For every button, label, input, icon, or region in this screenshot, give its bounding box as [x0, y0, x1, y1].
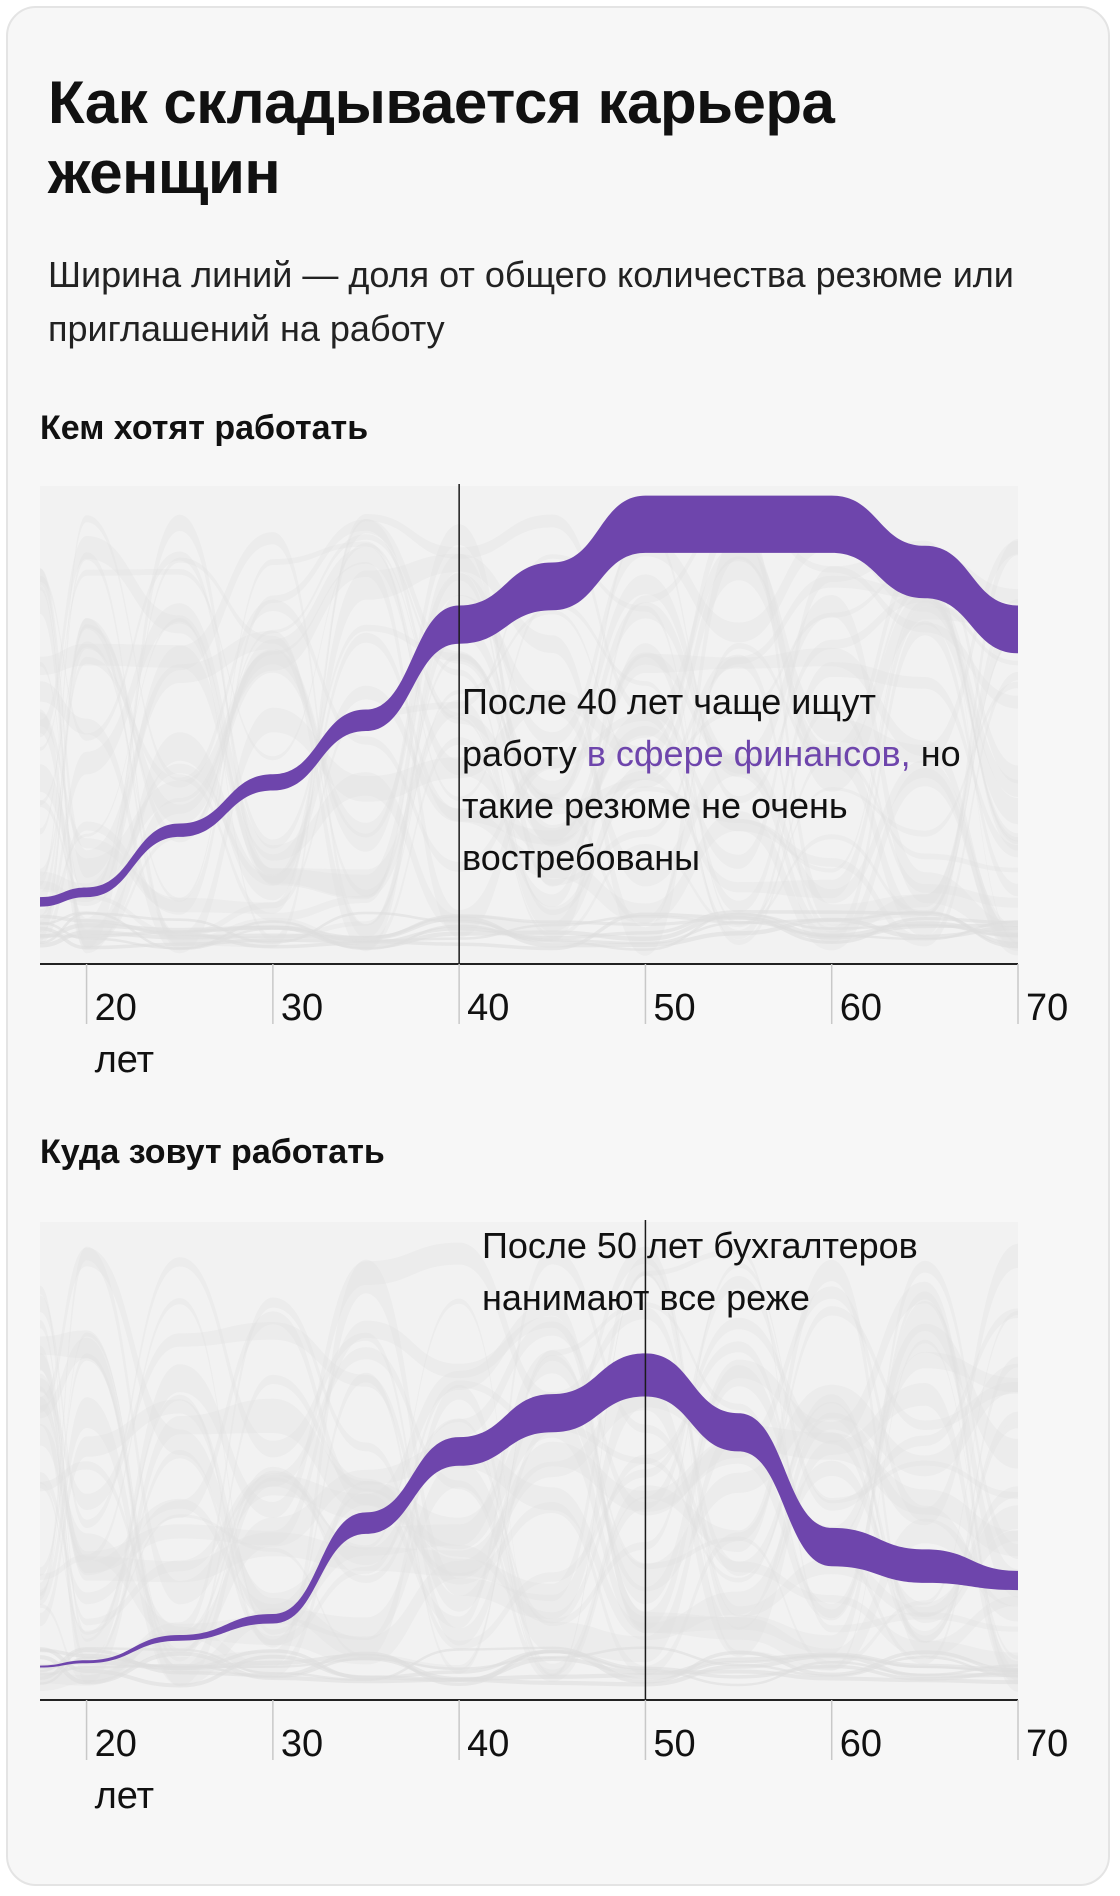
chart-want-svg: 20 лет 30 40 50 60 70	[39, 484, 1068, 1081]
x-tick-label: 30	[281, 987, 323, 1029]
background-stream	[39, 912, 1019, 951]
x-tick-label: 50	[653, 987, 695, 1029]
background-flow	[40, 1323, 1018, 1686]
background-stream	[39, 1648, 1019, 1687]
background-flow	[40, 1246, 1018, 1646]
background-flow	[40, 540, 1018, 906]
background-flow	[40, 1345, 1018, 1684]
plot-area	[40, 1222, 1018, 1700]
annotation-after-50: После 50 лет бухгалтеров нанимают все ре…	[482, 1225, 918, 1318]
background-flow	[40, 511, 1018, 954]
panel-title-want: Кем хотят работать	[40, 409, 369, 447]
background-flow	[40, 519, 1018, 944]
panel-title-invite: Куда зовут работать	[40, 1133, 385, 1171]
background-stream	[39, 913, 1019, 951]
background-stream	[39, 910, 1019, 949]
background-flow	[40, 562, 1018, 956]
background-flow	[40, 603, 1018, 942]
page-subtitle: Ширина линий — доля от общего количества…	[48, 254, 1014, 349]
page-title: Как складывается карьера женщин	[48, 69, 835, 206]
chart-invite-svg: 20 лет 30 40 50 60 70	[39, 1220, 1068, 1817]
annotation-after-40-highlight: в сфере финансов,	[586, 733, 911, 774]
x-tick-label: 60	[840, 987, 882, 1029]
x-unit-label: лет	[95, 1775, 154, 1817]
x-tick-label: 20	[95, 987, 137, 1029]
background-stream	[39, 914, 1019, 945]
highlight-series-band	[40, 1353, 1018, 1668]
annotation-after-40: После 40 лет чаще ищут работу в сфере фи…	[462, 676, 982, 884]
chart-want-to-work: 20 лет 30 40 50 60 70	[0, 480, 1120, 1081]
background-stream	[39, 1651, 1019, 1687]
background-flow	[40, 1353, 1018, 1684]
chart-invited-to-work: 20 лет 30 40 50 60 70	[0, 1216, 1120, 1817]
background-flow	[40, 541, 1018, 945]
x-tick-label: 40	[467, 987, 509, 1029]
x-tick-label: 70	[1026, 1723, 1068, 1765]
background-flow	[40, 599, 1018, 940]
plot-area	[40, 486, 1018, 964]
background-flow	[40, 1341, 1018, 1677]
background-flow	[40, 546, 1018, 906]
annotation-after-40-text: После 40 лет чаще ищут работу	[462, 681, 876, 774]
x-unit-label: лет	[95, 1039, 154, 1081]
x-tick-label: 60	[840, 1723, 882, 1765]
x-tick-label: 40	[467, 1723, 509, 1765]
x-tick-label: 70	[1026, 987, 1068, 1029]
x-tick-label: 20	[95, 1723, 137, 1765]
background-flow	[40, 514, 1018, 948]
x-tick-label: 30	[281, 1723, 323, 1765]
annotation-after-40-tail: но такие резюме не очень востребованы	[462, 733, 961, 878]
background-stream	[39, 912, 1019, 949]
background-stream	[39, 916, 1019, 948]
background-flow	[40, 1247, 1018, 1692]
x-tick-label: 50	[653, 1723, 695, 1765]
background-flow	[40, 1243, 1018, 1634]
highlight-series-band	[40, 495, 1018, 907]
background-flow	[40, 1443, 1018, 1691]
